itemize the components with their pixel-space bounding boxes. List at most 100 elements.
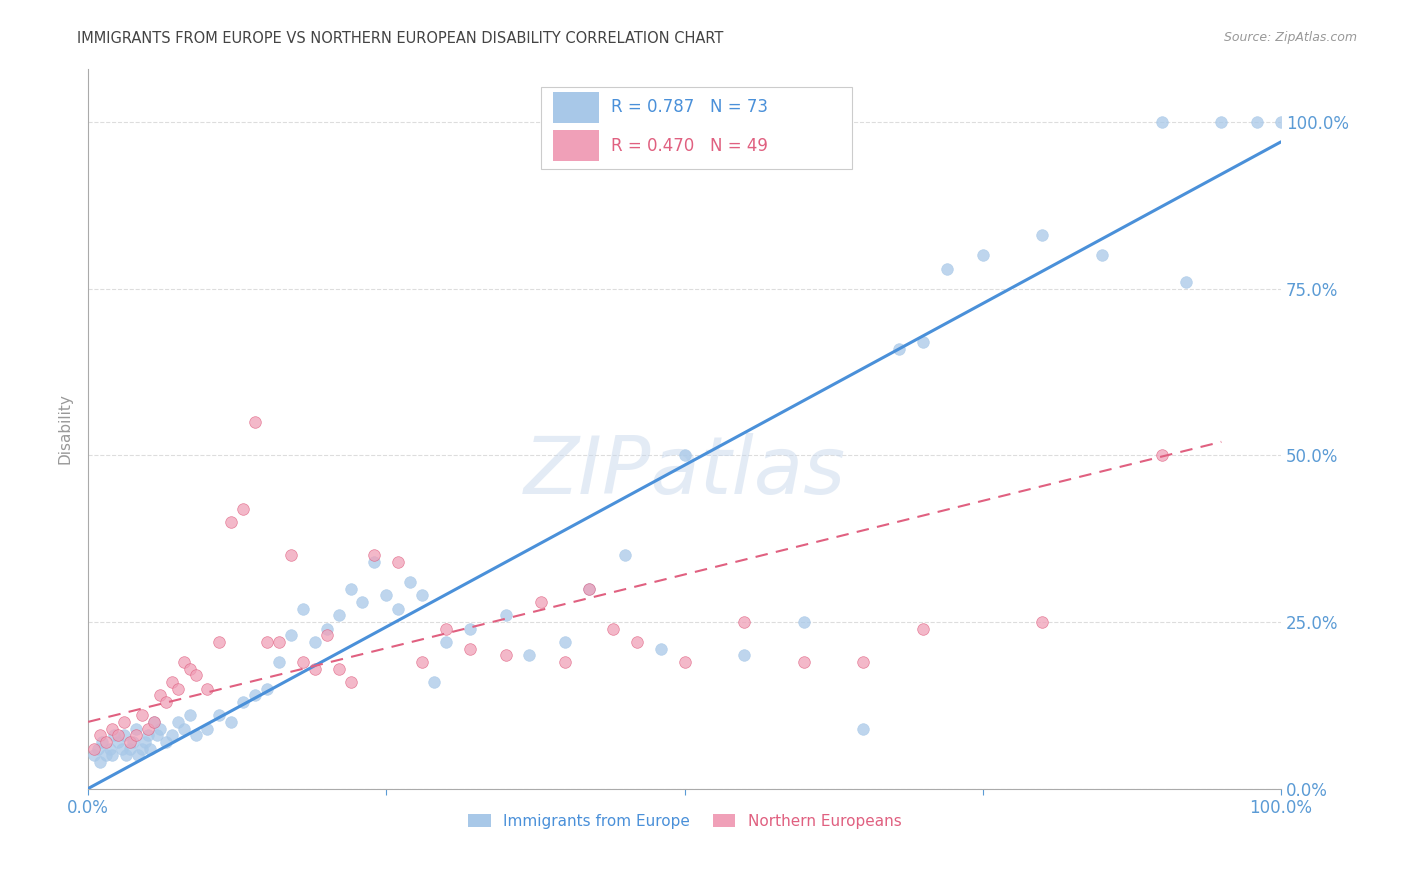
Point xyxy=(184,728,207,742)
Point xyxy=(495,648,517,663)
Point xyxy=(221,515,243,529)
Bar xyxy=(554,130,599,161)
Point xyxy=(166,714,188,729)
Point xyxy=(110,741,132,756)
Point xyxy=(339,674,361,689)
Point xyxy=(107,735,129,749)
Point xyxy=(1211,115,1233,129)
Point xyxy=(912,622,935,636)
Point xyxy=(1150,448,1173,462)
Point xyxy=(1246,115,1268,129)
Point xyxy=(179,661,201,675)
Point xyxy=(149,688,172,702)
Point xyxy=(495,608,517,623)
Point xyxy=(115,748,138,763)
Y-axis label: Disability: Disability xyxy=(58,393,72,464)
Point xyxy=(125,722,148,736)
Point xyxy=(936,261,959,276)
Point xyxy=(166,681,188,696)
Point xyxy=(328,661,350,675)
Point xyxy=(352,595,374,609)
Text: ZIPatlas: ZIPatlas xyxy=(523,433,845,511)
Point xyxy=(83,741,105,756)
Point xyxy=(267,635,290,649)
Point xyxy=(208,635,231,649)
Point xyxy=(852,722,875,736)
Point xyxy=(315,622,337,636)
Point xyxy=(972,248,994,262)
Point xyxy=(912,334,935,349)
FancyBboxPatch shape xyxy=(541,87,852,169)
Point xyxy=(131,741,153,756)
Point xyxy=(578,582,600,596)
Point xyxy=(118,741,141,756)
Point xyxy=(399,574,422,589)
Point xyxy=(98,741,121,756)
Text: R = 0.787   N = 73: R = 0.787 N = 73 xyxy=(610,98,768,116)
Legend: Immigrants from Europe, Northern Europeans: Immigrants from Europe, Northern Europea… xyxy=(461,807,908,835)
Point xyxy=(146,728,169,742)
Point xyxy=(232,501,254,516)
Point xyxy=(112,728,135,742)
Point xyxy=(304,661,326,675)
Point xyxy=(136,722,159,736)
Point xyxy=(89,728,111,742)
Point xyxy=(1091,248,1114,262)
Point xyxy=(107,728,129,742)
Point xyxy=(103,728,125,742)
Point xyxy=(127,748,149,763)
Point xyxy=(423,674,446,689)
Point xyxy=(434,622,457,636)
Text: IMMIGRANTS FROM EUROPE VS NORTHERN EUROPEAN DISABILITY CORRELATION CHART: IMMIGRANTS FROM EUROPE VS NORTHERN EUROP… xyxy=(77,31,724,46)
Point xyxy=(889,342,911,356)
Point xyxy=(256,635,278,649)
Bar xyxy=(554,92,599,122)
Point xyxy=(122,735,145,749)
Point xyxy=(519,648,541,663)
Point xyxy=(733,648,755,663)
Point xyxy=(142,714,165,729)
Point xyxy=(125,728,148,742)
Point xyxy=(256,681,278,696)
Text: Source: ZipAtlas.com: Source: ZipAtlas.com xyxy=(1223,31,1357,45)
Point xyxy=(91,735,114,749)
Point xyxy=(197,722,219,736)
Point xyxy=(434,635,457,649)
Point xyxy=(411,588,433,602)
Point xyxy=(86,741,108,756)
Point xyxy=(142,714,165,729)
Point xyxy=(578,582,600,596)
Point xyxy=(328,608,350,623)
Point xyxy=(304,635,326,649)
Point xyxy=(243,688,266,702)
Point xyxy=(155,695,177,709)
Point xyxy=(733,615,755,629)
Point xyxy=(554,655,576,669)
Point xyxy=(139,741,162,756)
Point xyxy=(650,641,672,656)
Point xyxy=(101,748,124,763)
Point xyxy=(554,635,576,649)
Point xyxy=(131,708,153,723)
Point xyxy=(387,555,409,569)
Point xyxy=(112,714,135,729)
Point xyxy=(673,655,696,669)
Point xyxy=(89,755,111,769)
Point xyxy=(184,668,207,682)
Point xyxy=(134,735,156,749)
Point xyxy=(530,595,553,609)
Point xyxy=(793,655,815,669)
Point xyxy=(1150,115,1173,129)
Point xyxy=(118,735,141,749)
Point xyxy=(155,735,177,749)
Point xyxy=(458,622,481,636)
Point xyxy=(375,588,398,602)
Point xyxy=(1031,615,1053,629)
Point xyxy=(1174,275,1197,289)
Point xyxy=(243,415,266,429)
Point xyxy=(136,728,159,742)
Point xyxy=(280,628,302,642)
Point xyxy=(280,548,302,562)
Point xyxy=(267,655,290,669)
Point xyxy=(232,695,254,709)
